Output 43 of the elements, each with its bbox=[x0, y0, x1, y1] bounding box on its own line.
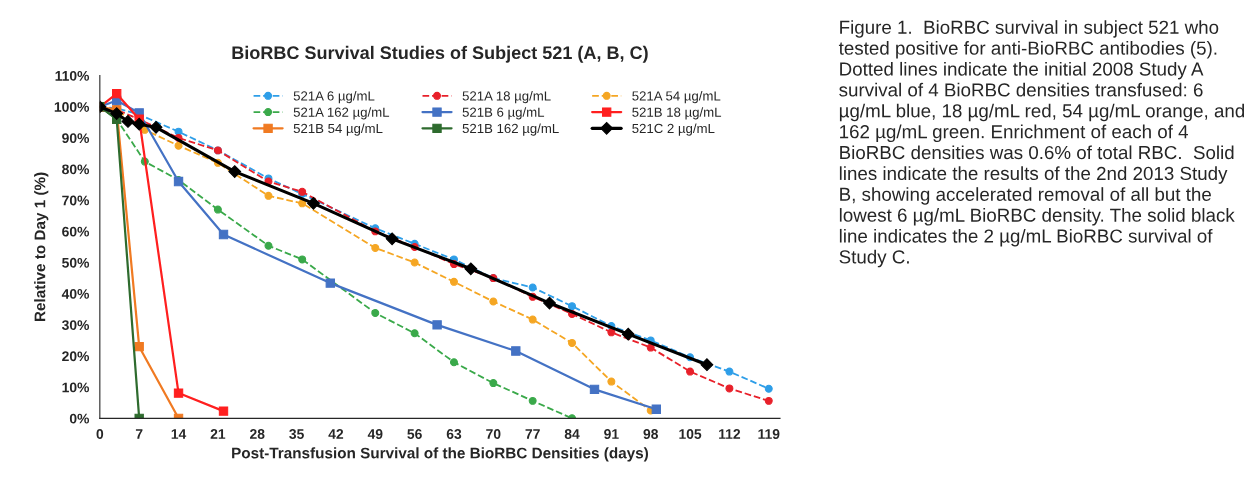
y-tick-label: 50% bbox=[62, 257, 90, 268]
x-tick-label: 14 bbox=[171, 429, 187, 439]
y-tick-label: 20% bbox=[62, 351, 90, 362]
x-tick-label: 70 bbox=[486, 429, 501, 439]
legend-label: 521A 6 µg/mL bbox=[293, 90, 375, 104]
y-tick-label: 90% bbox=[62, 133, 90, 144]
y-tick-label: 0% bbox=[69, 413, 90, 424]
x-tick-label: 56 bbox=[407, 429, 422, 439]
x-tick-label: 0 bbox=[96, 429, 104, 439]
x-tick-label: 49 bbox=[367, 429, 383, 439]
x-tick-label: 91 bbox=[604, 429, 619, 439]
legend-label: 521B 6 µg/mL bbox=[462, 107, 545, 120]
chart-title: BioRBC Survival Studies of Subject 521 (A, B, C) bbox=[232, 45, 648, 63]
x-tick-label: 7 bbox=[135, 429, 143, 439]
text: Figure 1. BioRBC survival in subject 521 who tested positive for anti-BioRBC antibodies (5). Dotted lines indicate the initial 2008 Study A survival of 4 BioRBC densities transfused: 6 µg/mL blue, 18 µg/mL red, 54 µg/mL orange, and 162 µg/mL green. Enrichment of each of 4 BioRBC densities was 0.6% of total RBC. Solid lines indicate the results of the 2nd 2013 Study B, showing accelerated removal of all but the lowest 6 µg/mL BioRBC density. The solid black line indicates the 2 µg/mL BioRBC survival of Study C. bbox=[838, 20, 1245, 268]
legend-label: 521A 18 µg/mL bbox=[462, 90, 551, 104]
legend-label: 521B 18 µg/mL bbox=[632, 107, 722, 120]
x-tick-label: 112 bbox=[719, 429, 741, 439]
y-tick-label: 60% bbox=[62, 226, 90, 237]
y-tick-label: 80% bbox=[62, 164, 90, 175]
x-tick-label: 28 bbox=[249, 429, 265, 439]
y-tick-label: 110% bbox=[55, 70, 90, 81]
x-tick-label: 42 bbox=[328, 429, 344, 439]
y-tick-label: 30% bbox=[61, 320, 90, 331]
x-tick-label: 105 bbox=[679, 429, 702, 439]
legend-label: 521A 54 µg/mL bbox=[632, 90, 721, 104]
legend-label: 521C 2 µg/mL bbox=[632, 123, 715, 136]
x-tick-label: 35 bbox=[289, 429, 304, 439]
legend-label: 521B 162 µg/mL bbox=[462, 123, 559, 136]
x-axis-title: Post-Transfusion Survival of the BioRBC Densities (days) bbox=[232, 447, 649, 462]
x-tick-label: 21 bbox=[210, 429, 226, 439]
x-tick-label: 77 bbox=[525, 429, 540, 439]
legend-label: 521B 54 µg/mL bbox=[293, 123, 383, 136]
y-tick-label: 70% bbox=[62, 195, 90, 206]
y-tick-label: 10% bbox=[62, 382, 90, 393]
y-axis-title: Relative to Day 1 (%) bbox=[34, 172, 49, 322]
x-tick-label: 98 bbox=[643, 429, 659, 439]
x-tick-label: 84 bbox=[564, 429, 580, 439]
y-tick-label: 40% bbox=[61, 289, 90, 299]
y-tick-label: 100% bbox=[54, 102, 90, 112]
legend-label: 521A 162 µg/mL bbox=[293, 107, 390, 120]
x-tick-label: 119 bbox=[758, 429, 780, 439]
x-tick-label: 63 bbox=[446, 429, 462, 439]
